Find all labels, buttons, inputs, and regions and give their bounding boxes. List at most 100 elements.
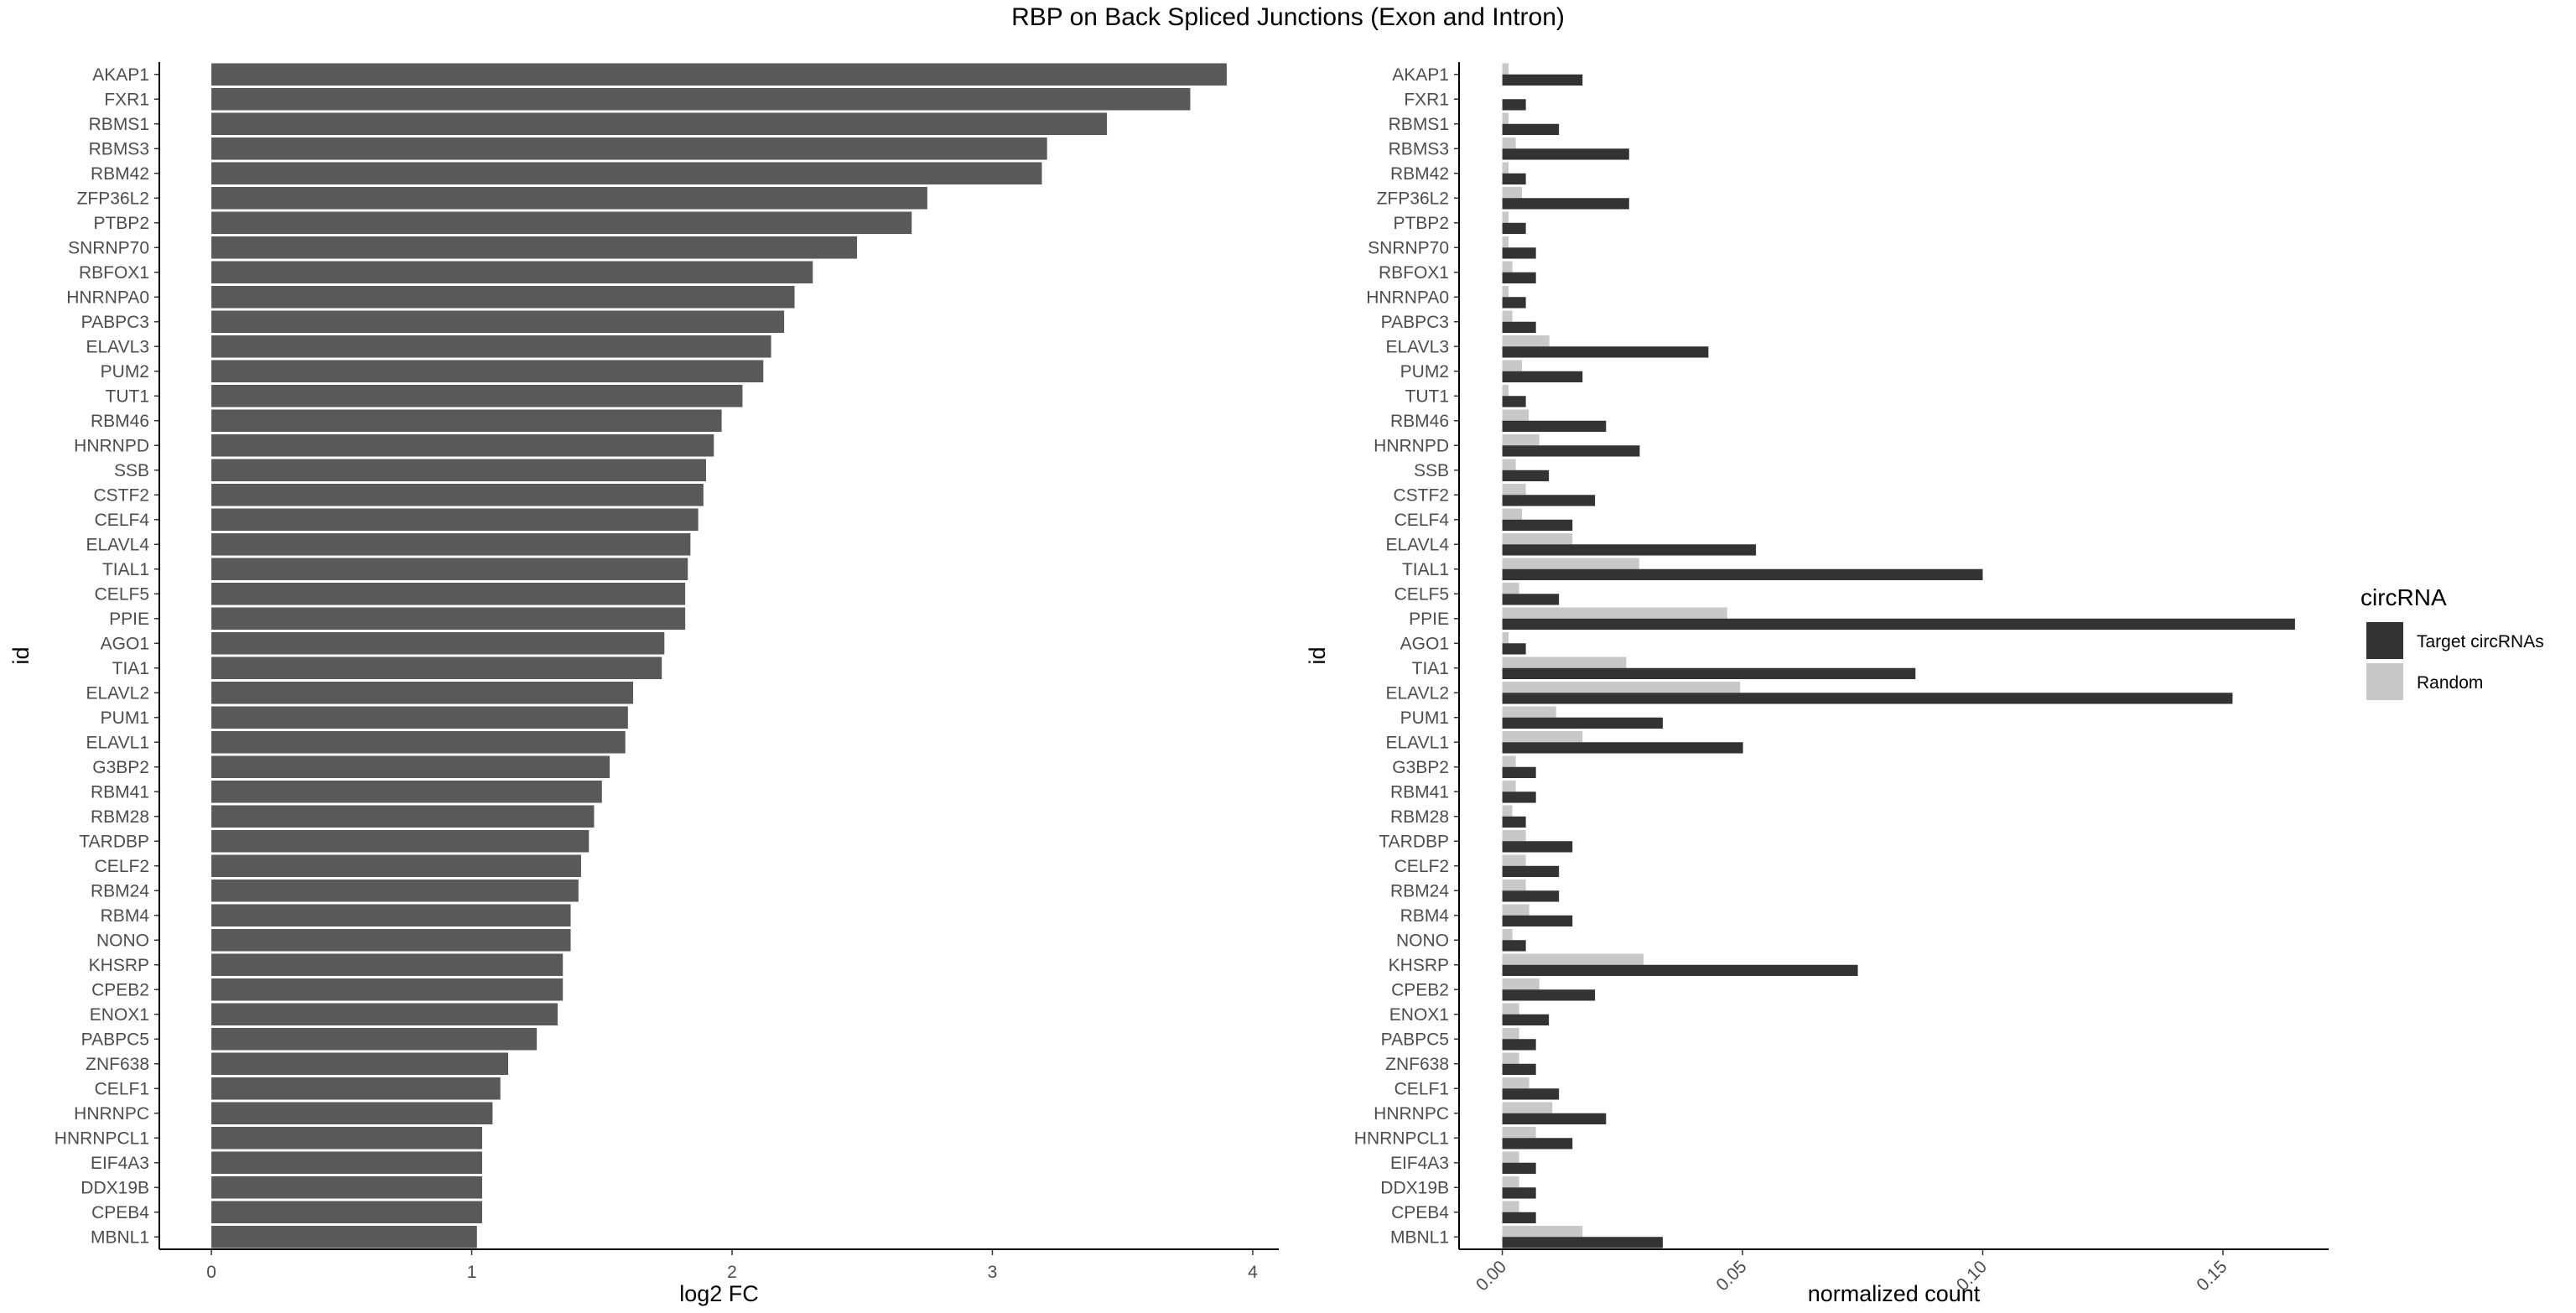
bar-target-zfp36l2 — [1502, 198, 1629, 210]
y-tick-label-right: RBMS3 — [1389, 139, 1449, 158]
bar-log2fc-hnrnpcl1 — [211, 1126, 482, 1150]
bar-random-pum1 — [1502, 706, 1556, 718]
bar-target-rbm28 — [1502, 816, 1526, 828]
y-tick-label-left: RBMS3 — [89, 139, 149, 158]
bar-random-tia1 — [1502, 656, 1627, 668]
bar-log2fc-cpeb2 — [211, 978, 564, 1001]
y-tick-label-left: PABPC5 — [81, 1030, 149, 1049]
bar-log2fc-hnrnpd — [211, 433, 714, 457]
bar-random-rbm24 — [1502, 879, 1526, 891]
y-tick-label-left: SNRNP70 — [68, 238, 149, 257]
y-tick-label-right: ENOX1 — [1389, 1005, 1449, 1025]
bar-target-ago1 — [1502, 643, 1526, 655]
bar-target-rbm41 — [1502, 791, 1536, 803]
bar-random-elavl4 — [1502, 532, 1573, 545]
y-tick-label-left: PUM1 — [101, 708, 149, 728]
y-tick-label-right: ZFP36L2 — [1377, 189, 1449, 208]
x-tick-label-left: 0 — [206, 1263, 216, 1282]
y-tick-label-left: AKAP1 — [92, 65, 149, 85]
bar-target-g3bp2 — [1502, 766, 1536, 779]
y-tick-label-left: PUM2 — [101, 362, 149, 381]
bar-log2fc-tia1 — [211, 656, 662, 680]
y-tick-label-right: RBM46 — [1390, 412, 1449, 431]
y-tick-label-right: RBM24 — [1390, 881, 1449, 900]
bar-target-pum2 — [1502, 371, 1583, 383]
bar-log2fc-hnrnpa0 — [211, 285, 795, 309]
y-tick-label-right: ZNF638 — [1385, 1055, 1449, 1074]
y-tick-label-right: NONO — [1396, 931, 1449, 950]
bar-target-ptbp2 — [1502, 222, 1526, 235]
bar-random-mbnl1 — [1502, 1225, 1583, 1238]
y-tick-label-right: TIAL1 — [1402, 560, 1449, 579]
bar-target-rbms3 — [1502, 148, 1629, 160]
x-tick-label-left: 3 — [988, 1263, 998, 1282]
y-tick-label-left: EIF4A3 — [91, 1154, 149, 1173]
bar-random-tardbp — [1502, 829, 1526, 842]
bar-random-znf638 — [1502, 1052, 1519, 1064]
y-tick-label-right: PTBP2 — [1393, 214, 1449, 233]
bar-random-akap1 — [1502, 63, 1509, 75]
legend-label: Random — [2417, 673, 2483, 693]
y-tick-label-right: PABPC3 — [1381, 313, 1449, 332]
y-tick-label-right: CELF2 — [1394, 857, 1449, 876]
y-tick-label-right: RBM42 — [1390, 164, 1449, 184]
bar-random-elavl1 — [1502, 730, 1583, 743]
bar-target-tial1 — [1502, 568, 1983, 581]
y-tick-label-left: ELAVL1 — [86, 733, 150, 752]
bar-log2fc-ddx19b — [211, 1175, 482, 1199]
bar-log2fc-enox1 — [211, 1003, 558, 1026]
bar-log2fc-elavl1 — [211, 730, 626, 754]
bar-log2fc-celf1 — [211, 1077, 501, 1100]
bar-random-tut1 — [1502, 384, 1509, 397]
bar-random-hnrnpcl1 — [1502, 1126, 1536, 1139]
bar-random-snrnp70 — [1502, 236, 1509, 248]
bar-random-ddx19b — [1502, 1175, 1519, 1188]
bar-target-tut1 — [1502, 396, 1526, 407]
bar-log2fc-ptbp2 — [211, 211, 912, 235]
bar-target-cpeb4 — [1502, 1212, 1536, 1224]
bar-random-elavl3 — [1502, 335, 1550, 347]
bar-log2fc-ago1 — [211, 631, 665, 655]
bar-random-ptbp2 — [1502, 211, 1509, 223]
y-tick-label-left: ELAVL2 — [86, 683, 150, 703]
x-axis-title-right: normalized count — [1808, 1281, 1981, 1306]
y-tick-label-left: G3BP2 — [92, 758, 149, 777]
y-tick-label-right: CSTF2 — [1393, 485, 1449, 505]
y-tick-label-right: RBM41 — [1390, 782, 1449, 802]
y-tick-label-left: HNRNPCL1 — [55, 1129, 149, 1148]
bar-log2fc-ppie — [211, 607, 686, 631]
y-tick-label-left: SSB — [114, 461, 149, 480]
bar-target-rbm46 — [1502, 420, 1607, 433]
y-tick-label-right: AKAP1 — [1392, 65, 1449, 85]
bar-target-elavl3 — [1502, 346, 1709, 358]
bar-random-cpeb4 — [1502, 1201, 1519, 1212]
bar-target-znf638 — [1502, 1063, 1536, 1076]
y-tick-label-right: AGO1 — [1400, 634, 1449, 653]
bar-target-cstf2 — [1502, 495, 1596, 506]
y-tick-label-right: ELAVL2 — [1386, 683, 1450, 703]
y-tick-label-right: FXR1 — [1404, 90, 1449, 109]
bar-random-cstf2 — [1502, 483, 1526, 496]
y-tick-label-right: TUT1 — [1405, 387, 1450, 406]
y-tick-label-right: ELAVL4 — [1386, 535, 1450, 554]
y-tick-label-right: RBM28 — [1390, 807, 1449, 827]
y-tick-label-left: RBM42 — [91, 164, 149, 184]
y-tick-label-right: TARDBP — [1379, 832, 1449, 851]
bar-log2fc-khsrp — [211, 953, 564, 977]
legend-swatch — [2366, 622, 2403, 659]
bar-target-enox1 — [1502, 1014, 1550, 1026]
bar-log2fc-rbm42 — [211, 162, 1042, 185]
y-tick-label-right: KHSRP — [1389, 956, 1449, 975]
bar-log2fc-tial1 — [211, 558, 688, 581]
y-tick-label-left: CELF5 — [95, 584, 149, 604]
bar-target-celf4 — [1502, 519, 1573, 532]
bar-log2fc-rbms1 — [211, 112, 1108, 136]
y-tick-label-right: ELAVL3 — [1386, 337, 1450, 356]
bar-random-hnrnpd — [1502, 433, 1540, 446]
x-tick-label-left: 2 — [727, 1263, 737, 1282]
bar-log2fc-celf2 — [211, 854, 581, 878]
x-axis-title-left: log2 FC — [679, 1281, 759, 1306]
bar-target-eif4a3 — [1502, 1162, 1536, 1175]
bar-log2fc-celf4 — [211, 508, 699, 532]
